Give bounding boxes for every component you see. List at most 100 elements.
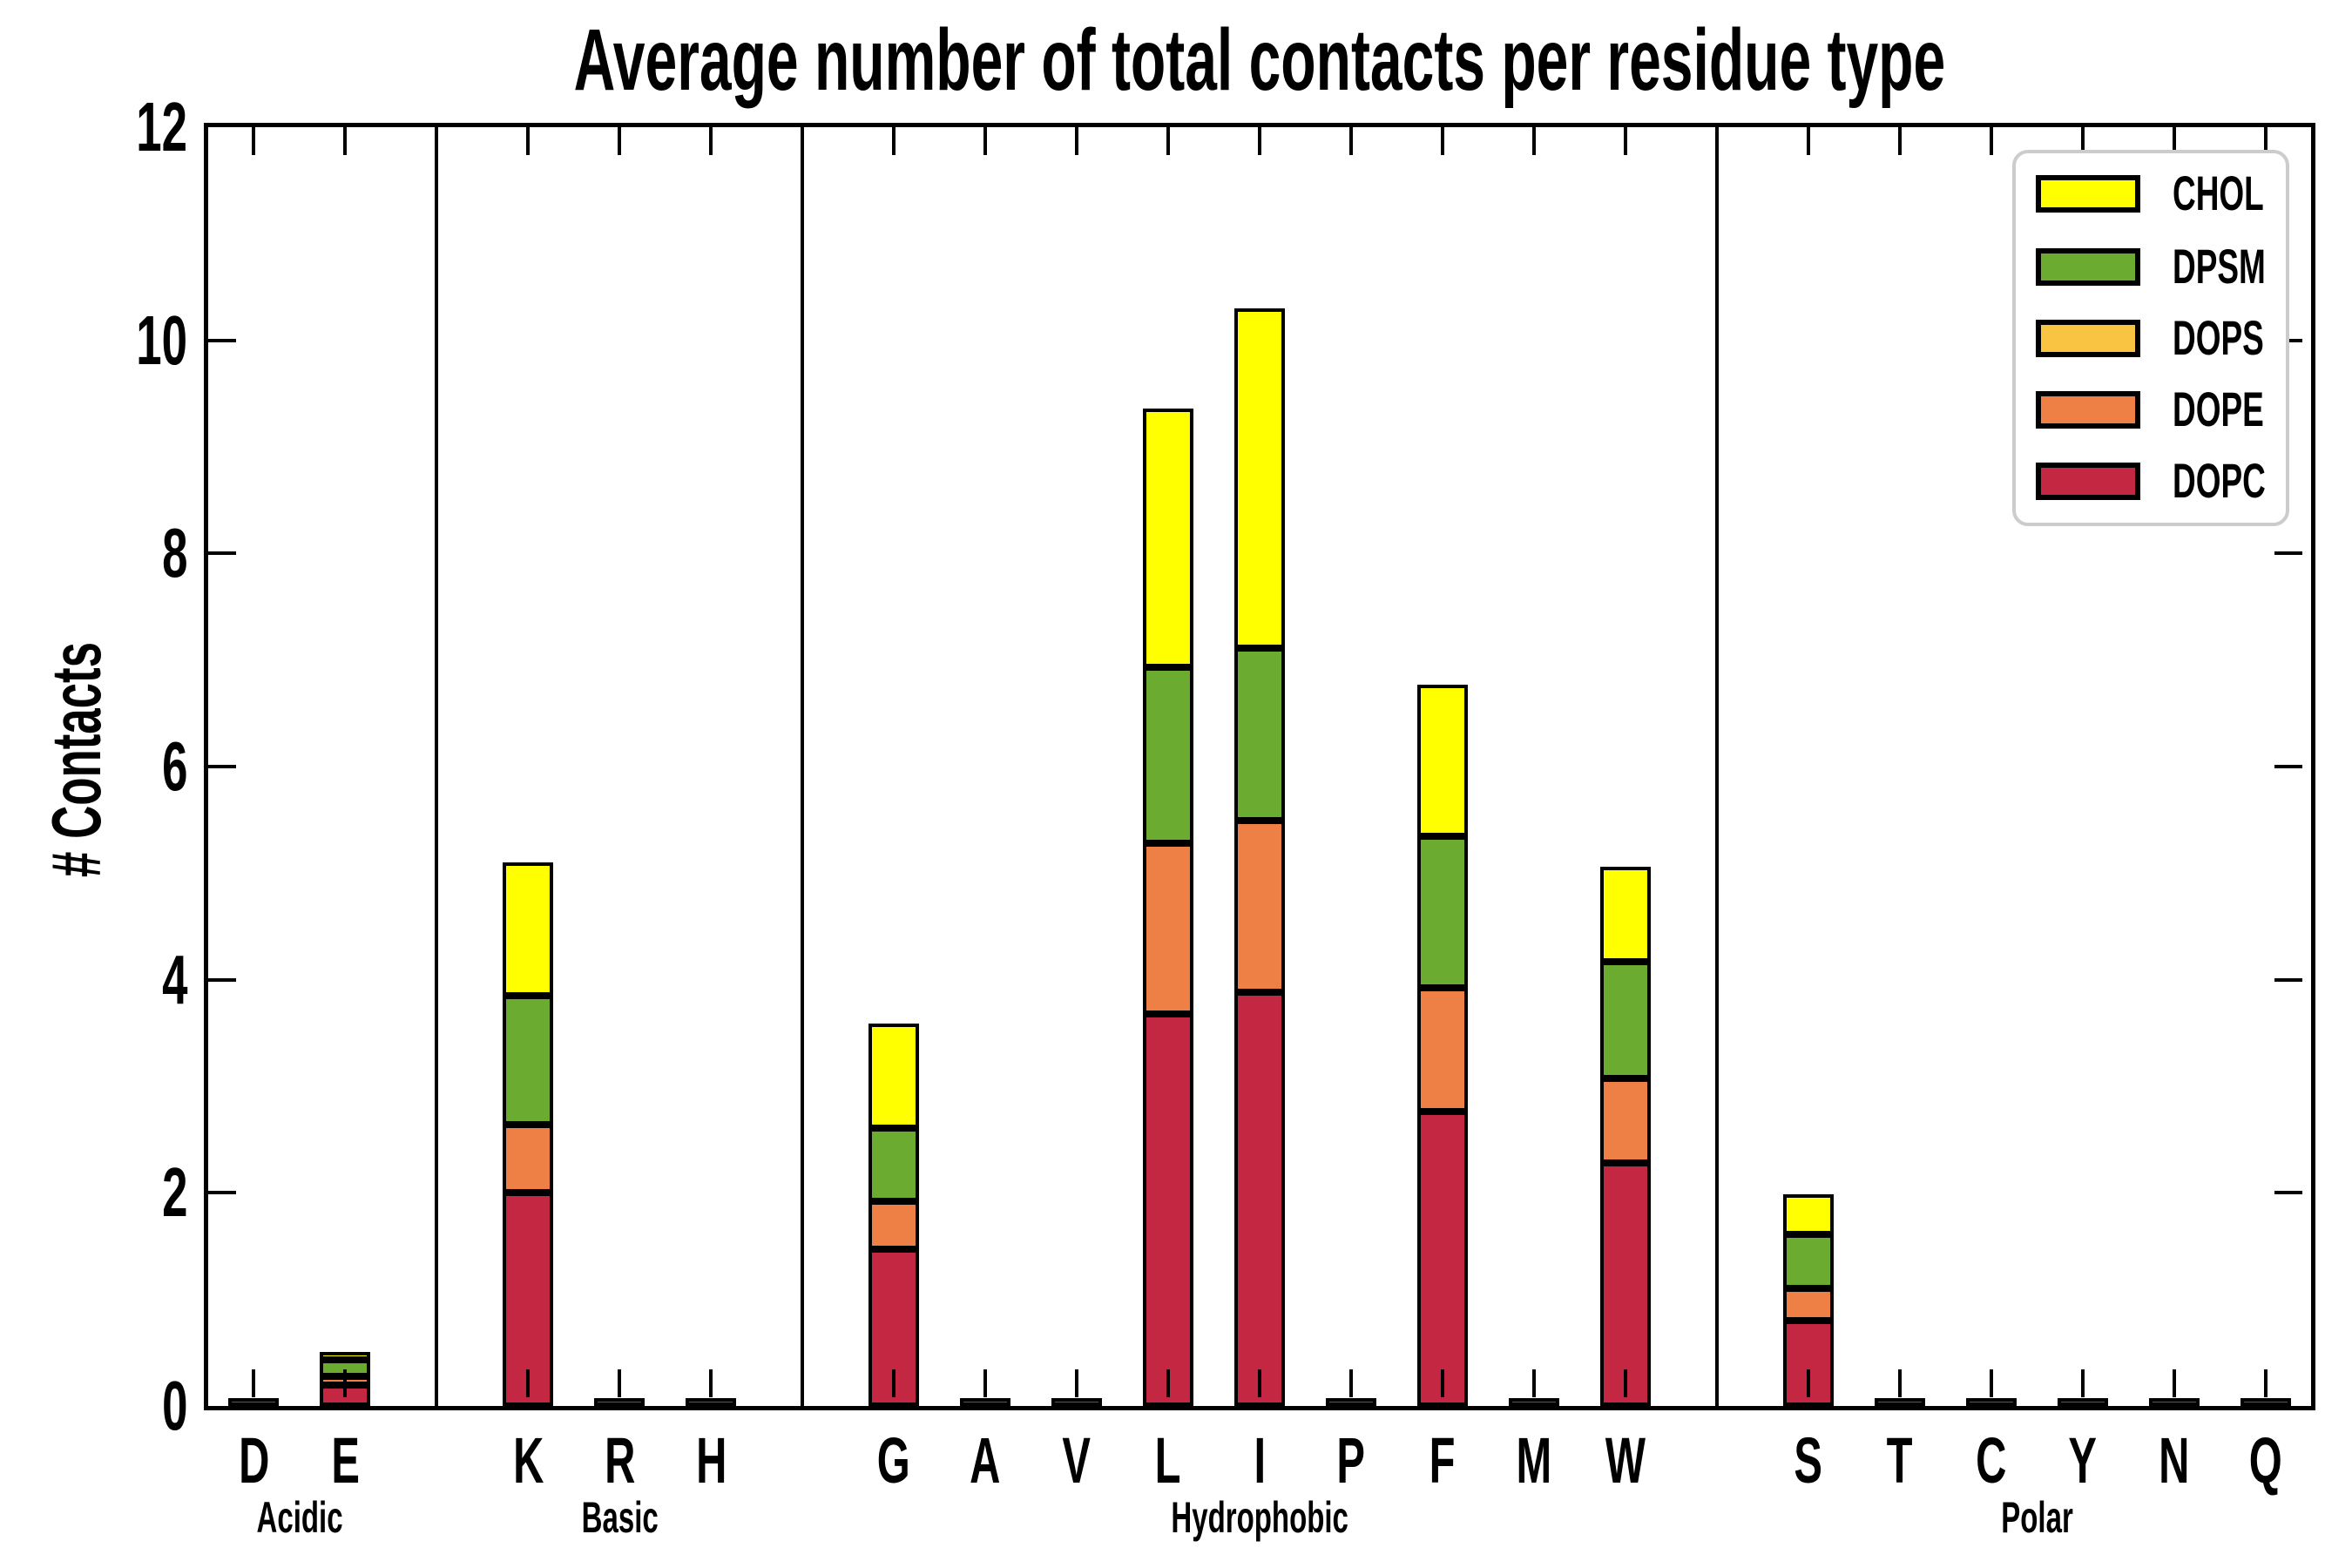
y-tick-left bbox=[208, 338, 236, 342]
bar-segment-W-DPSM bbox=[1599, 961, 1651, 1079]
y-tick-right bbox=[2274, 977, 2302, 982]
legend-swatch-chol bbox=[2036, 175, 2140, 213]
x-tick-bottom bbox=[2172, 1369, 2176, 1397]
bar-segment-G-CHOL bbox=[868, 1023, 920, 1128]
bar-segment-S-DOPE bbox=[1782, 1288, 1834, 1321]
x-tick-top bbox=[1075, 127, 1079, 155]
x-tick-label-I: I bbox=[1207, 1429, 1312, 1493]
legend-label-text: DOPC bbox=[2173, 453, 2266, 508]
x-tick-top bbox=[618, 127, 622, 155]
x-tick-bottom bbox=[983, 1369, 988, 1397]
bar-segment-Q-DOPC bbox=[2240, 1398, 2291, 1406]
x-tick-bottom bbox=[1348, 1369, 1353, 1397]
x-tick-top bbox=[2172, 127, 2176, 155]
x-tick-top bbox=[892, 127, 896, 155]
bar-segment-L-DOPC bbox=[1143, 1013, 1194, 1406]
x-tick-bottom bbox=[1166, 1369, 1171, 1397]
bar-segment-G-DPSM bbox=[868, 1127, 920, 1202]
x-tick-label-text: S bbox=[1794, 1424, 1823, 1497]
x-tick-bottom bbox=[252, 1369, 256, 1397]
x-tick-label-text: P bbox=[1336, 1424, 1366, 1497]
y-tick-label: 6 bbox=[0, 732, 187, 801]
x-tick-bottom bbox=[618, 1369, 622, 1397]
bar-segment-E-CHOL bbox=[320, 1352, 371, 1361]
y-tick-label: 2 bbox=[0, 1158, 187, 1227]
y-tick-label: 4 bbox=[0, 944, 187, 1015]
bar-segment-I-DPSM bbox=[1234, 648, 1285, 821]
group-label-text: Hydrophobic bbox=[1171, 1493, 1348, 1542]
x-tick-label-V: V bbox=[1024, 1429, 1129, 1493]
bar-segment-V-DOPC bbox=[1051, 1398, 1103, 1406]
bar-segment-L-CHOL bbox=[1143, 408, 1194, 668]
x-tick-top bbox=[1440, 127, 1444, 155]
bar-segment-R-DOPC bbox=[594, 1398, 645, 1406]
group-separator-line bbox=[435, 127, 439, 1406]
x-tick-bottom bbox=[1806, 1369, 1810, 1397]
group-label-hydrophobic: Hydrophobic bbox=[1085, 1495, 1434, 1540]
x-tick-label-G: G bbox=[841, 1429, 946, 1493]
x-tick-label-text: L bbox=[1155, 1424, 1181, 1497]
x-tick-bottom bbox=[1440, 1369, 1444, 1397]
x-tick-top bbox=[252, 127, 256, 155]
x-tick-label-H: H bbox=[659, 1429, 763, 1493]
x-tick-label-Q: Q bbox=[2213, 1429, 2318, 1493]
x-tick-label-R: R bbox=[567, 1429, 672, 1493]
x-tick-bottom bbox=[1989, 1369, 1993, 1397]
x-tick-label-S: S bbox=[1756, 1429, 1861, 1493]
x-tick-label-text: A bbox=[970, 1424, 1001, 1497]
y-tick-label: 8 bbox=[0, 518, 187, 588]
x-tick-label-P: P bbox=[1299, 1429, 1403, 1493]
legend-swatch-dopc bbox=[2036, 463, 2140, 500]
x-tick-bottom bbox=[892, 1369, 896, 1397]
bar-segment-Y-DOPC bbox=[2057, 1398, 2108, 1406]
x-tick-top bbox=[2263, 127, 2268, 155]
legend-label-chol: CHOL bbox=[2173, 169, 2311, 218]
bar-segment-A-DOPC bbox=[960, 1398, 1011, 1406]
x-tick-label-text: K bbox=[512, 1424, 544, 1497]
x-tick-label-text: V bbox=[1062, 1424, 1092, 1497]
y-tick-label-text: 8 bbox=[161, 514, 187, 592]
bar-segment-L-DOPE bbox=[1143, 843, 1194, 1014]
bar-segment-W-DOPE bbox=[1599, 1078, 1651, 1164]
x-tick-label-text: T bbox=[1886, 1424, 1913, 1497]
group-label-polar: Polar bbox=[1862, 1495, 2211, 1540]
x-tick-top bbox=[1258, 127, 1261, 155]
x-tick-label-L: L bbox=[1116, 1429, 1220, 1493]
x-tick-bottom bbox=[2080, 1369, 2085, 1397]
bar-segment-F-DOPC bbox=[1416, 1112, 1468, 1406]
bar-segment-S-DPSM bbox=[1782, 1234, 1834, 1289]
legend-swatch-dops bbox=[2036, 320, 2140, 357]
x-tick-label-Y: Y bbox=[2031, 1429, 2135, 1493]
legend-label-text: DPSM bbox=[2173, 239, 2266, 294]
x-tick-label-T: T bbox=[1848, 1429, 1952, 1493]
x-tick-label-F: F bbox=[1390, 1429, 1495, 1493]
x-tick-label-A: A bbox=[933, 1429, 1037, 1493]
x-tick-bottom bbox=[1897, 1369, 1902, 1397]
x-tick-label-text: Q bbox=[2248, 1424, 2282, 1497]
x-tick-label-text: C bbox=[1975, 1424, 2007, 1497]
y-tick-label: 10 bbox=[0, 305, 187, 375]
group-separator-line bbox=[801, 127, 805, 1406]
bar-segment-T-DOPC bbox=[1874, 1398, 1925, 1406]
legend: CHOL DPSM DOPS DOPE DOPC bbox=[2012, 150, 2289, 526]
y-tick-label: 12 bbox=[0, 92, 187, 162]
bar-segment-H-DOPC bbox=[686, 1398, 737, 1406]
bar-segment-F-DPSM bbox=[1416, 835, 1468, 989]
x-tick-top bbox=[983, 127, 988, 155]
x-tick-label-text: D bbox=[238, 1424, 270, 1497]
bar-segment-F-CHOL bbox=[1416, 684, 1468, 836]
x-tick-top bbox=[1348, 127, 1353, 155]
x-tick-bottom bbox=[526, 1369, 531, 1397]
x-tick-label-N: N bbox=[2122, 1429, 2227, 1493]
x-tick-bottom bbox=[1623, 1369, 1627, 1397]
y-tick-left bbox=[208, 765, 236, 768]
x-tick-label-text: I bbox=[1254, 1424, 1266, 1497]
group-separator-line bbox=[1714, 127, 1719, 1406]
bar-segment-I-DOPE bbox=[1234, 821, 1285, 993]
x-tick-top bbox=[526, 127, 531, 155]
x-tick-bottom bbox=[1075, 1369, 1079, 1397]
bar-segment-L-DPSM bbox=[1143, 667, 1194, 844]
group-label-text: Basic bbox=[581, 1493, 659, 1542]
bar-segment-G-DOPE bbox=[868, 1201, 920, 1250]
